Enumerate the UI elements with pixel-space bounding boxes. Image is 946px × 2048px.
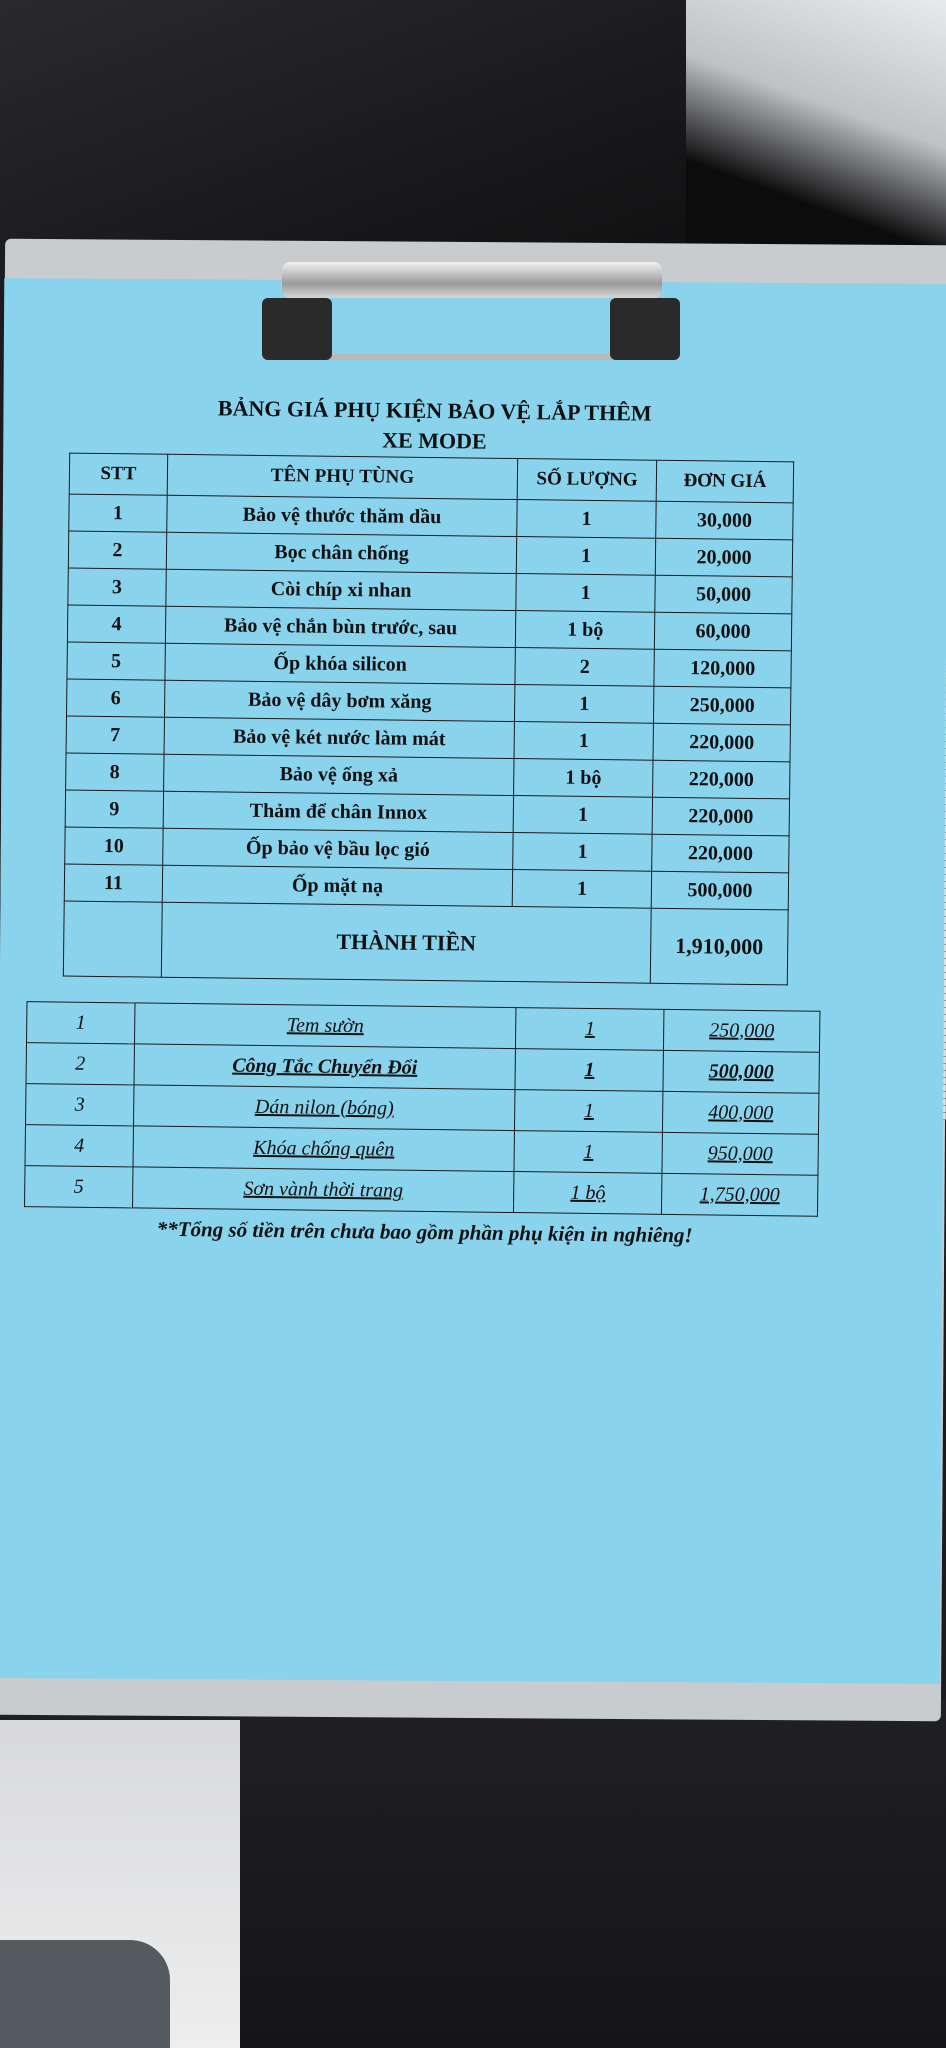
cell-name: Bảo vệ thước thăm dầu — [166, 495, 518, 537]
cell-name: Khóa chống quên — [132, 1125, 515, 1172]
cell-qty: 1 bộ — [513, 758, 654, 798]
cell-qty: 1 — [514, 1089, 664, 1133]
price-table: STT TÊN PHỤ TÙNG SỐ LƯỢNG ĐƠN GIÁ 1 Bảo v… — [63, 453, 794, 986]
cell-name: Sơn vành thời trang — [132, 1166, 515, 1213]
cell-stt: 1 — [68, 494, 168, 533]
extras-row: 5 Sơn vành thời trang 1 bộ 1,750,000 — [24, 1165, 818, 1217]
cell-stt: 9 — [65, 790, 164, 829]
cell-name-text: Tem sườn — [286, 1013, 364, 1037]
clipboard-clip — [262, 258, 680, 378]
cell-qty-text: 1 — [583, 1099, 595, 1122]
cell-price-text: 400,000 — [708, 1100, 774, 1124]
cell-qty: 1 — [513, 795, 653, 835]
cell-qty: 1 — [514, 684, 654, 724]
cell-name: Bảo vệ dây bơm xăng — [164, 680, 516, 722]
header-qty: SỐ LƯỢNG — [517, 458, 657, 502]
cell-name: Bảo vệ két nước làm mát — [163, 717, 515, 759]
header-price: ĐƠN GIÁ — [656, 460, 794, 503]
cell-stt: 3 — [67, 568, 167, 607]
cell-price-text: 500,000 — [708, 1059, 774, 1083]
background-arm — [0, 1940, 170, 2048]
cell-price: 60,000 — [654, 612, 792, 651]
footnote: **Tổng số tiền trên chưa bao gồm phần ph… — [156, 1216, 693, 1248]
total-value: 1,910,000 — [650, 908, 789, 985]
cell-stt: 1 — [26, 1001, 135, 1044]
cell-name: Ốp khóa silicon — [164, 643, 516, 685]
cell-stt: 11 — [64, 864, 163, 903]
cell-stt: 8 — [65, 753, 164, 792]
cell-stt: 2 — [68, 531, 167, 570]
cell-stt: 7 — [66, 716, 165, 755]
cell-qty: 1 — [516, 536, 656, 576]
cell-name: Còi chíp xi nhan — [165, 569, 517, 611]
cell-name-text: Khóa chống quên — [253, 1136, 395, 1161]
cell-name: Bảo vệ ống xả — [163, 754, 515, 796]
cell-name: Ốp mặt nạ — [162, 865, 513, 907]
cell-name-text: Sơn vành thời trang — [243, 1177, 404, 1202]
cell-qty: 1 — [514, 1130, 663, 1174]
total-label: THÀNH TIỀN — [161, 902, 652, 984]
cell-price: 30,000 — [655, 501, 794, 540]
cell-price: 1,750,000 — [661, 1173, 818, 1217]
cell-stt: 10 — [64, 827, 163, 866]
cell-price: 220,000 — [652, 797, 790, 836]
cell-qty: 1 bộ — [513, 1171, 663, 1215]
cell-name-text: Dán nilon (bóng) — [254, 1095, 394, 1120]
cell-qty: 1 bộ — [515, 610, 655, 650]
cell-name: Tem sườn — [134, 1002, 517, 1049]
total-empty — [63, 901, 163, 978]
cell-stt: 5 — [24, 1165, 133, 1208]
document: BẢNG GIÁ PHỤ KIỆN BẢO VỆ LẮP THÊM XE MOD… — [24, 393, 820, 1248]
cell-qty-text: 1 — [584, 1058, 595, 1081]
cell-price: 220,000 — [653, 723, 791, 762]
cell-price: 250,000 — [653, 686, 791, 725]
cell-qty: 1 — [515, 1007, 665, 1051]
cell-qty: 1 — [516, 499, 657, 539]
header-stt: STT — [69, 453, 168, 496]
cell-name: Ốp bảo vệ bầu lọc gió — [162, 828, 514, 870]
cell-price: 400,000 — [662, 1091, 819, 1135]
cell-qty: 1 — [515, 1048, 664, 1092]
cell-stt: 4 — [25, 1124, 134, 1167]
cell-price-text: 950,000 — [707, 1141, 773, 1165]
cell-stt: 4 — [67, 605, 166, 644]
cell-qty: 1 — [512, 832, 653, 872]
cell-price: 500,000 — [663, 1050, 820, 1094]
cell-price: 500,000 — [651, 871, 789, 910]
header-name: TÊN PHỤ TÙNG — [167, 454, 518, 500]
cell-stt: 6 — [66, 679, 165, 718]
extras-table: 1 Tem sườn 1 250,000 2 Công Tắc Chuyển Đổi 1 50… — [24, 1001, 820, 1217]
cell-name: Bảo vệ chắn bùn trước, sau — [165, 606, 517, 648]
cell-stt: 5 — [66, 642, 166, 681]
cell-name-text: Công Tắc Chuyển Đổi — [232, 1054, 418, 1079]
cell-qty: 1 — [512, 869, 652, 909]
cell-price: 120,000 — [653, 649, 792, 688]
cell-price: 220,000 — [651, 834, 790, 873]
cell-name: Thảm để chân Innox — [162, 791, 514, 833]
total-row: THÀNH TIỀN 1,910,000 — [63, 901, 789, 985]
cell-name: Bọc chân chống — [166, 532, 517, 574]
cell-qty: 1 — [516, 573, 656, 613]
cell-stt: 2 — [26, 1042, 135, 1085]
cell-qty-text: 1 — [583, 1140, 594, 1163]
cell-qty-text: 1 bộ — [570, 1181, 606, 1204]
cell-price: 950,000 — [662, 1132, 819, 1176]
cell-price: 250,000 — [663, 1009, 820, 1053]
cell-price: 220,000 — [652, 760, 790, 799]
cell-price: 50,000 — [654, 575, 793, 614]
cell-qty-text: 1 — [584, 1017, 596, 1040]
cell-stt: 3 — [25, 1083, 134, 1126]
cell-qty: 1 — [514, 721, 654, 761]
cell-price-text: 1,750,000 — [699, 1182, 780, 1206]
page-title: BẢNG GIÁ PHỤ KIỆN BẢO VỆ LẮP THÊM XE MOD… — [164, 393, 705, 460]
cell-price: 20,000 — [655, 538, 793, 577]
cell-price-text: 250,000 — [709, 1018, 775, 1042]
cell-name: Công Tắc Chuyển Đổi — [133, 1043, 516, 1090]
cell-qty: 2 — [515, 647, 655, 687]
cell-name: Dán nilon (bóng) — [133, 1084, 516, 1131]
